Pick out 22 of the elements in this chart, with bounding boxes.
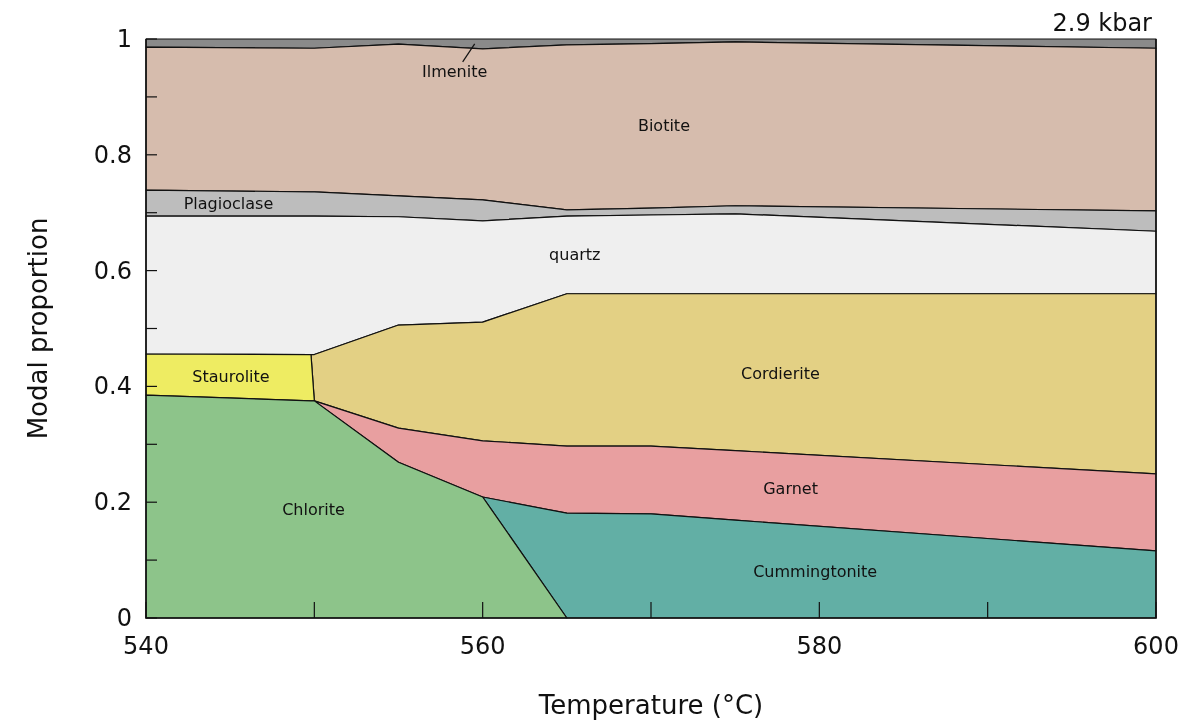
x-tick-label: 540	[123, 632, 169, 660]
x-tick-label: 560	[459, 632, 506, 660]
text: 2.9 kbar	[1052, 9, 1153, 37]
y-tick-label: 0.4	[93, 372, 132, 401]
series-label: Staurolite	[192, 366, 270, 386]
series-label: Chlorite	[282, 499, 345, 519]
x-tick-label: 580	[796, 632, 843, 660]
series-label: Biotite	[637, 116, 690, 136]
series-label: Cummingtonite	[753, 562, 878, 582]
y-tick-label: 0.2	[93, 488, 132, 517]
x-tick-label: 600	[1133, 632, 1179, 660]
series-label: Cordierite	[740, 363, 820, 383]
series-label: Garnet	[763, 479, 818, 499]
series-label: Plagioclase	[183, 194, 274, 214]
x-axis-title: Temperature (°C)	[537, 690, 764, 720]
legend-label: Ilmenite	[422, 62, 488, 82]
y-tick-label: 1	[116, 25, 132, 53]
series-label: quartz	[549, 245, 601, 265]
y-axis-title: Modal proportion	[23, 217, 53, 440]
y-tick-label: 0.8	[93, 140, 132, 169]
y-tick-label: 0.6	[93, 256, 132, 285]
y-tick-label: 0	[116, 604, 132, 632]
